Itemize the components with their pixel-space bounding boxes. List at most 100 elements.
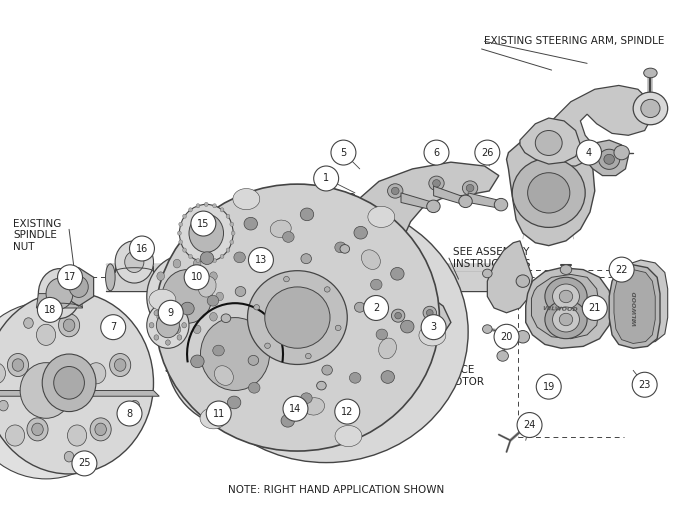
Ellipse shape xyxy=(184,201,468,463)
Ellipse shape xyxy=(67,425,87,446)
Circle shape xyxy=(206,401,231,426)
Ellipse shape xyxy=(38,269,80,318)
Ellipse shape xyxy=(209,313,217,321)
Polygon shape xyxy=(36,294,83,308)
Ellipse shape xyxy=(20,363,72,418)
Text: 17: 17 xyxy=(64,272,76,282)
Ellipse shape xyxy=(466,184,474,192)
Ellipse shape xyxy=(193,259,201,268)
Circle shape xyxy=(335,399,360,424)
Circle shape xyxy=(582,295,608,320)
Polygon shape xyxy=(64,268,94,306)
Polygon shape xyxy=(433,186,466,205)
Ellipse shape xyxy=(189,305,281,403)
Ellipse shape xyxy=(181,302,194,315)
Circle shape xyxy=(609,257,634,282)
Ellipse shape xyxy=(354,302,365,312)
Ellipse shape xyxy=(614,145,629,160)
Ellipse shape xyxy=(173,325,181,333)
Ellipse shape xyxy=(6,425,25,446)
Text: 7: 7 xyxy=(110,322,116,332)
Circle shape xyxy=(577,140,601,165)
Text: 23: 23 xyxy=(638,380,651,390)
Polygon shape xyxy=(520,118,580,164)
Ellipse shape xyxy=(335,426,362,446)
Ellipse shape xyxy=(559,290,573,303)
Text: 12: 12 xyxy=(341,406,354,417)
Ellipse shape xyxy=(165,340,170,345)
Ellipse shape xyxy=(87,363,106,384)
Polygon shape xyxy=(617,260,668,343)
Text: INSTRUCTIONS: INSTRUCTIONS xyxy=(453,259,531,269)
Ellipse shape xyxy=(183,248,186,252)
Ellipse shape xyxy=(301,254,312,264)
Ellipse shape xyxy=(248,355,259,365)
Ellipse shape xyxy=(110,354,131,377)
Text: PATTERN ROTOR: PATTERN ROTOR xyxy=(238,205,324,215)
Circle shape xyxy=(424,140,449,165)
Ellipse shape xyxy=(0,400,8,411)
Text: 3: 3 xyxy=(430,322,437,332)
Text: SEE ASSEMBLY: SEE ASSEMBLY xyxy=(453,247,529,257)
Text: 1: 1 xyxy=(323,173,329,183)
Ellipse shape xyxy=(213,258,216,263)
Ellipse shape xyxy=(59,314,80,337)
Ellipse shape xyxy=(230,222,234,227)
Polygon shape xyxy=(337,203,367,337)
Ellipse shape xyxy=(157,272,164,280)
Ellipse shape xyxy=(395,313,402,319)
Ellipse shape xyxy=(433,180,440,187)
Ellipse shape xyxy=(376,329,388,340)
Text: 2: 2 xyxy=(373,303,379,313)
Ellipse shape xyxy=(458,195,472,207)
Text: 8: 8 xyxy=(127,408,132,418)
Ellipse shape xyxy=(0,292,153,474)
Ellipse shape xyxy=(536,131,562,155)
Ellipse shape xyxy=(213,345,224,356)
Ellipse shape xyxy=(90,418,111,441)
Circle shape xyxy=(158,300,183,325)
Ellipse shape xyxy=(528,173,570,213)
Polygon shape xyxy=(468,193,501,208)
Ellipse shape xyxy=(162,269,212,324)
Ellipse shape xyxy=(265,287,330,348)
Ellipse shape xyxy=(281,291,371,373)
Ellipse shape xyxy=(157,313,164,321)
Polygon shape xyxy=(372,294,451,344)
Text: HP PLAIN FACE: HP PLAIN FACE xyxy=(398,365,475,375)
Circle shape xyxy=(184,265,209,290)
Ellipse shape xyxy=(235,287,246,296)
Ellipse shape xyxy=(196,204,200,208)
Polygon shape xyxy=(401,193,433,210)
Ellipse shape xyxy=(196,258,200,263)
Ellipse shape xyxy=(516,275,529,288)
Text: 24: 24 xyxy=(524,420,536,430)
Ellipse shape xyxy=(188,254,193,258)
Ellipse shape xyxy=(149,289,176,311)
Ellipse shape xyxy=(248,382,260,393)
Circle shape xyxy=(475,140,500,165)
Ellipse shape xyxy=(155,184,440,451)
Ellipse shape xyxy=(419,325,446,346)
Text: 21: 21 xyxy=(589,303,601,313)
Ellipse shape xyxy=(552,284,580,309)
Ellipse shape xyxy=(0,363,6,384)
Ellipse shape xyxy=(166,281,304,427)
Ellipse shape xyxy=(545,300,587,339)
Circle shape xyxy=(363,295,389,320)
Ellipse shape xyxy=(8,354,29,377)
Text: EXISTING STEERING ARM, SPINDLE: EXISTING STEERING ARM, SPINDLE xyxy=(484,36,665,46)
Text: 4: 4 xyxy=(586,147,592,157)
Text: 20: 20 xyxy=(500,332,512,342)
Ellipse shape xyxy=(178,240,183,244)
Ellipse shape xyxy=(54,366,85,399)
Text: 22: 22 xyxy=(615,265,628,275)
Circle shape xyxy=(191,211,216,236)
Text: NUT: NUT xyxy=(13,242,35,252)
Ellipse shape xyxy=(188,208,193,212)
Ellipse shape xyxy=(337,405,351,418)
Ellipse shape xyxy=(220,254,224,258)
Ellipse shape xyxy=(204,202,208,206)
Ellipse shape xyxy=(231,231,235,235)
Text: SPINDLE: SPINDLE xyxy=(13,230,57,240)
